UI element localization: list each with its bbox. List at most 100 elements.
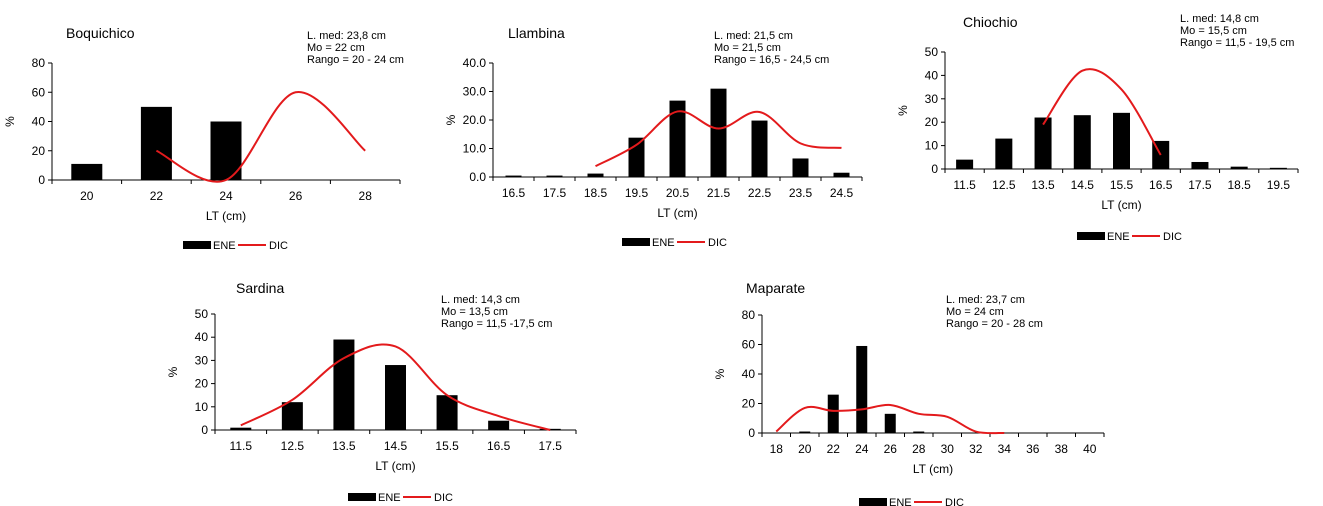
y-tick-label: 0 bbox=[931, 162, 938, 176]
chart-title: Boquichico bbox=[66, 25, 135, 41]
x-tick-label: 17.5 bbox=[539, 439, 563, 453]
x-tick-label: 19.5 bbox=[1267, 178, 1291, 192]
bar-ene bbox=[628, 137, 645, 177]
x-tick-label: 13.5 bbox=[332, 439, 356, 453]
bar-ene bbox=[884, 413, 896, 433]
line-dic bbox=[1042, 68, 1162, 156]
y-tick-label: 40 bbox=[32, 115, 46, 129]
chart-title: Chiochio bbox=[963, 14, 1018, 30]
x-tick-label: 12.5 bbox=[992, 178, 1016, 192]
x-tick-label: 14.5 bbox=[1071, 178, 1095, 192]
x-tick-label: 15.5 bbox=[1110, 178, 1134, 192]
x-tick-label: 21.5 bbox=[707, 186, 731, 200]
x-tick-label: 38 bbox=[1055, 442, 1069, 456]
x-tick-label: 24 bbox=[855, 442, 869, 456]
y-tick-label: 0 bbox=[38, 173, 45, 187]
bar-ene bbox=[1269, 167, 1287, 169]
x-tick-label: 22.5 bbox=[748, 186, 772, 200]
legend-label-dic: DIC bbox=[708, 237, 727, 249]
x-tick-label: 28 bbox=[912, 442, 926, 456]
legend-swatch-ene bbox=[1077, 232, 1105, 240]
bar-ene bbox=[827, 394, 839, 433]
y-tick-label: 0 bbox=[748, 426, 755, 440]
y-tick-label: 30 bbox=[195, 353, 209, 367]
legend-label-dic: DIC bbox=[1163, 231, 1182, 243]
bar-ene bbox=[505, 175, 522, 177]
stats-line: Mo = 21,5 cm bbox=[714, 42, 781, 54]
bar-ene bbox=[833, 172, 850, 177]
bar-ene bbox=[799, 431, 811, 433]
x-tick-label: 16.5 bbox=[502, 186, 526, 200]
y-tick-label: 50 bbox=[925, 45, 939, 59]
stats-line: Rango = 16,5 - 24,5 cm bbox=[714, 54, 829, 66]
legend-label-dic: DIC bbox=[945, 497, 964, 506]
x-axis-label: LT (cm) bbox=[1101, 198, 1141, 212]
bar-ene bbox=[333, 339, 355, 430]
legend-label-ene: ENE bbox=[889, 497, 912, 506]
legend-swatch-ene bbox=[183, 241, 211, 249]
x-tick-label: 32 bbox=[969, 442, 983, 456]
x-tick-label: 13.5 bbox=[1031, 178, 1055, 192]
line-dic bbox=[155, 91, 366, 183]
bar-ene bbox=[792, 158, 809, 177]
x-tick-label: 19.5 bbox=[625, 186, 649, 200]
bar-ene bbox=[1073, 115, 1091, 169]
y-tick-label: 10.0 bbox=[463, 142, 487, 156]
x-tick-label: 36 bbox=[1026, 442, 1040, 456]
y-tick-label: 20 bbox=[195, 377, 209, 391]
stats-line: Rango = 11,5 -17,5 cm bbox=[441, 318, 552, 330]
legend-swatch-ene bbox=[622, 238, 650, 246]
bar-ene bbox=[995, 138, 1013, 169]
stats-line: L. med: 14,3 cm bbox=[441, 294, 520, 306]
stats-line: Rango = 11,5 - 19,5 cm bbox=[1180, 37, 1294, 49]
x-tick-label: 26 bbox=[289, 189, 303, 203]
x-tick-label: 20.5 bbox=[666, 186, 690, 200]
stats-line: Rango = 20 - 24 cm bbox=[307, 54, 404, 66]
x-tick-label: 18.5 bbox=[1227, 178, 1251, 192]
stats-line: Mo = 13,5 cm bbox=[441, 306, 508, 318]
bar-ene bbox=[1191, 161, 1209, 169]
y-axis-label: % bbox=[166, 366, 180, 377]
x-tick-label: 14.5 bbox=[384, 439, 408, 453]
bar-ene bbox=[210, 121, 242, 180]
x-tick-label: 34 bbox=[998, 442, 1012, 456]
bar-ene bbox=[488, 420, 510, 430]
bar-ene bbox=[587, 173, 604, 177]
bar-ene bbox=[436, 395, 458, 430]
x-tick-label: 15.5 bbox=[435, 439, 459, 453]
stats-line: Mo = 24 cm bbox=[946, 306, 1004, 318]
stats-line: L. med: 23,7 cm bbox=[946, 294, 1025, 306]
x-tick-label: 22 bbox=[827, 442, 841, 456]
bar-ene bbox=[956, 159, 974, 169]
x-tick-label: 20 bbox=[80, 189, 94, 203]
x-tick-label: 22 bbox=[150, 189, 164, 203]
y-tick-label: 40 bbox=[742, 367, 756, 381]
y-tick-label: 30 bbox=[925, 92, 939, 106]
bar-ene bbox=[1113, 112, 1130, 169]
bar-ene bbox=[1230, 166, 1248, 169]
x-tick-label: 20 bbox=[798, 442, 812, 456]
y-tick-label: 10 bbox=[195, 400, 209, 414]
x-tick-label: 18 bbox=[770, 442, 784, 456]
x-axis-label: LT (cm) bbox=[913, 462, 953, 476]
y-tick-label: 40.0 bbox=[463, 56, 487, 70]
y-axis-label: % bbox=[896, 105, 910, 116]
x-tick-label: 18.5 bbox=[584, 186, 608, 200]
stats-line: L. med: 23,8 cm bbox=[307, 30, 386, 42]
x-axis-label: LT (cm) bbox=[206, 209, 246, 223]
bar-ene bbox=[1034, 117, 1052, 169]
y-axis-label: % bbox=[713, 368, 727, 379]
legend-label-dic: DIC bbox=[269, 240, 288, 252]
bar-ene bbox=[140, 106, 172, 180]
y-tick-label: 20.0 bbox=[463, 113, 487, 127]
stats-line: Rango = 20 - 28 cm bbox=[946, 318, 1043, 330]
stats-line: Mo = 15,5 cm bbox=[1180, 25, 1247, 37]
legend-label-ene: ENE bbox=[213, 240, 236, 252]
x-axis-label: LT (cm) bbox=[375, 459, 415, 473]
y-tick-label: 40 bbox=[925, 68, 939, 82]
bar-ene bbox=[669, 100, 686, 177]
